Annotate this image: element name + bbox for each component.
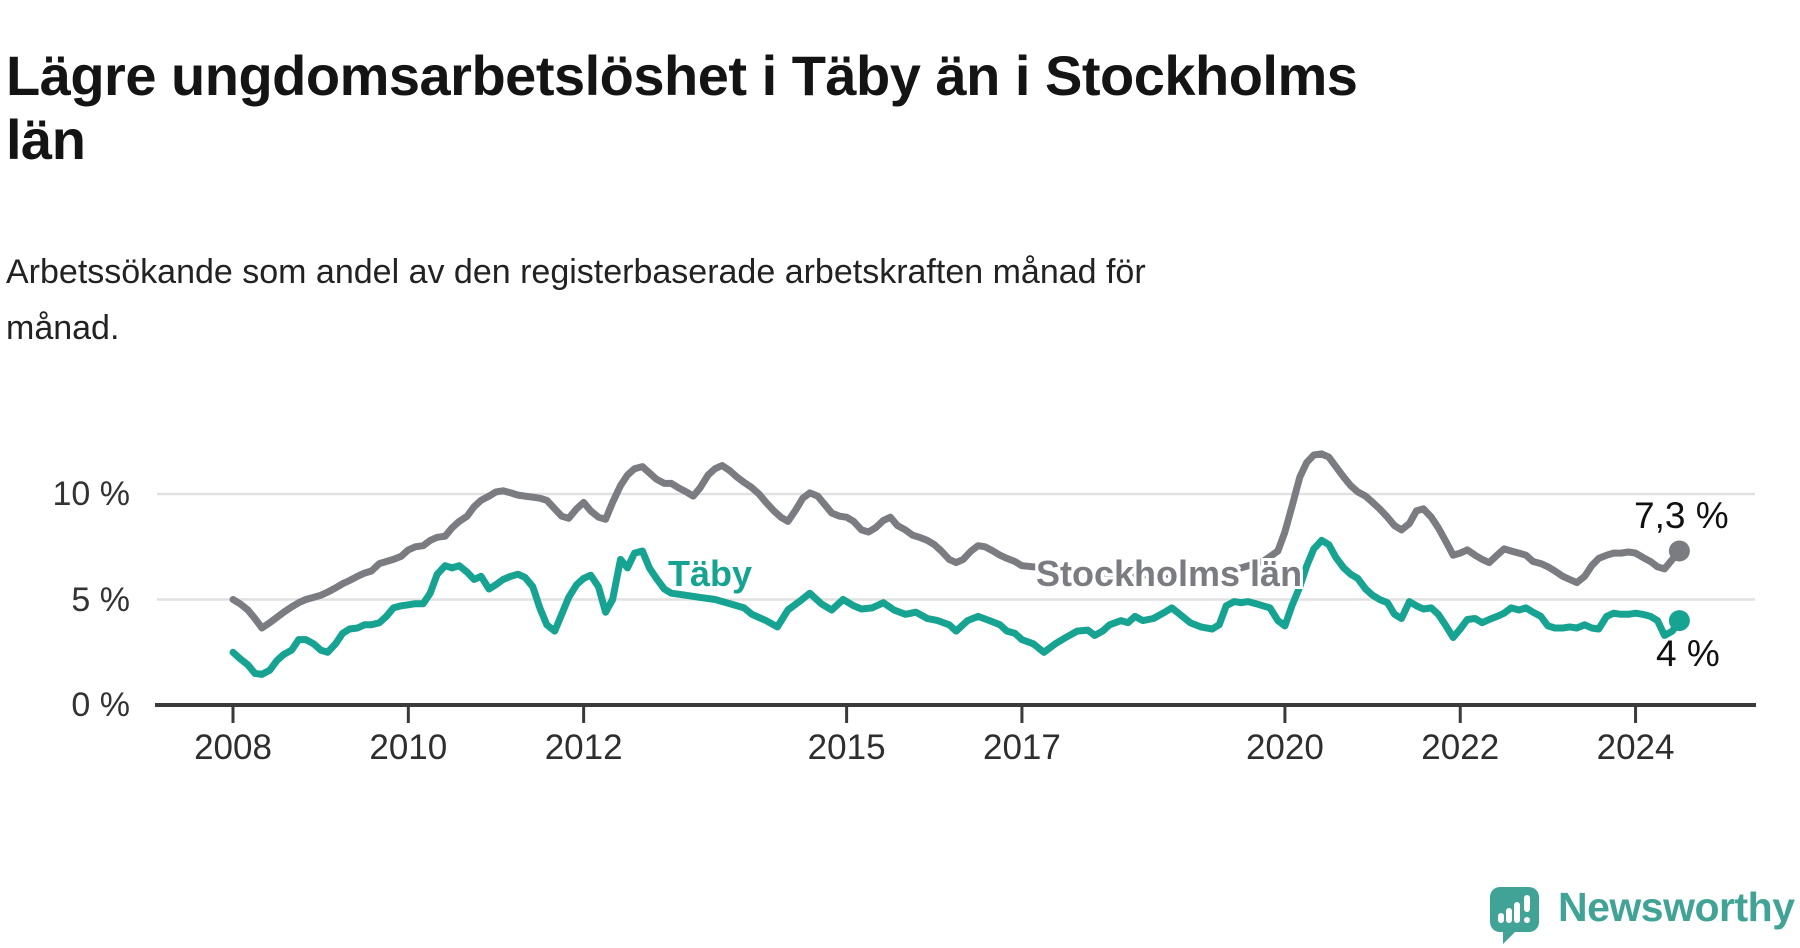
- newsworthy-logo-icon: [1490, 887, 1539, 932]
- y-tick-label-10: 10 %: [52, 475, 131, 513]
- page-title: Lägre ungdomsarbetslöshet i Täby än i St…: [6, 43, 1358, 171]
- y-tick-label-5: 5 %: [71, 580, 130, 619]
- x-tick-label-2012: 2012: [544, 728, 623, 767]
- series-label-stockholms-lan: Stockholms län: [1036, 553, 1303, 594]
- series-line-t-by: [229, 536, 1683, 678]
- x-tick-label-2022: 2022: [1421, 728, 1500, 767]
- page-subtitle: Arbetssökande som andel av den registerb…: [6, 253, 1146, 347]
- end-dot-t-by: [1668, 610, 1690, 632]
- newsworthy-logo-tail: [1503, 929, 1518, 944]
- y-tick-label-0: 0 %: [71, 686, 130, 724]
- x-tick-label-2017: 2017: [983, 728, 1061, 767]
- end-value-label-stockholms-lan: 7,3 %: [1634, 495, 1729, 536]
- x-tick-label-2024: 2024: [1596, 728, 1675, 767]
- newsworthy-wordmark: Newsworthy: [1558, 884, 1795, 930]
- x-tick-label-2015: 2015: [807, 728, 886, 767]
- series-line-stockholms-l-n: [229, 450, 1683, 632]
- x-tick-label-2010: 2010: [369, 728, 448, 767]
- end-dot-stockholms-l-n: [1668, 540, 1690, 562]
- x-tick-label-2008: 2008: [194, 728, 272, 767]
- end-value-label-taby: 4 %: [1656, 633, 1720, 674]
- x-tick-label-2020: 2020: [1245, 728, 1324, 767]
- series-label-taby: Täby: [668, 553, 753, 594]
